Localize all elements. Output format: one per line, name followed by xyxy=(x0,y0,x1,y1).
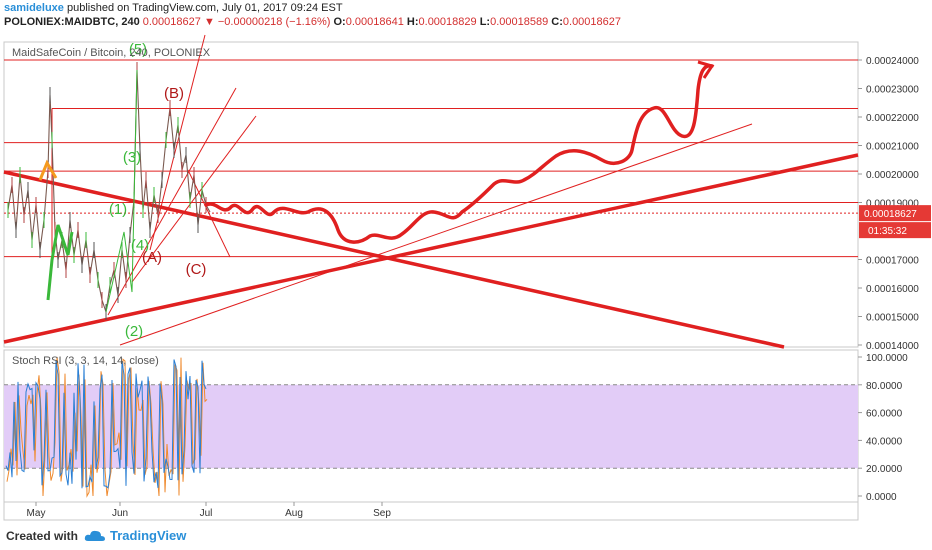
time-tick-label: May xyxy=(27,508,46,519)
wave-label-green: (2) xyxy=(125,323,143,340)
wave-label-red: (B) xyxy=(164,85,184,102)
price-series-line xyxy=(7,69,211,313)
stoch-k-line xyxy=(5,359,207,489)
price-tick-label: 0.00024000 xyxy=(866,56,919,67)
projection-arrowhead xyxy=(697,60,715,79)
symbol-line: POLONIEX:MAIDBTC, 240 0.00018627 ▼ −0.00… xyxy=(4,16,621,28)
chart-header: samideluxe published on TradingView.com,… xyxy=(0,0,932,30)
publish-line: samideluxe published on TradingView.com,… xyxy=(4,2,343,14)
green-wave-line xyxy=(105,69,138,313)
last-price-badge xyxy=(859,205,931,222)
green-impulse-line xyxy=(46,224,74,301)
price-tick-label: 0.00020000 xyxy=(866,170,919,181)
last-price-badge-text: 0.00018627 xyxy=(864,209,917,220)
time-axis[interactable] xyxy=(3,501,859,521)
high-value: 0.00018829 xyxy=(418,16,477,28)
low-value: 0.00018589 xyxy=(490,16,549,28)
thin-channel-line xyxy=(131,115,257,283)
wave-label-green: (3) xyxy=(123,149,141,166)
tradingview-cloud-icon xyxy=(84,530,105,541)
wave-label-red: (A) xyxy=(142,249,162,266)
stoch-tick-label: 0.0000 xyxy=(866,492,897,503)
wave-label-green: (4) xyxy=(131,237,149,254)
open-label: O: xyxy=(333,16,346,28)
footer: Created with TradingView xyxy=(0,524,932,550)
price-tick-label: 0.00022000 xyxy=(866,113,919,124)
close-value: 0.00018627 xyxy=(562,16,622,28)
time-tick-label: Jul xyxy=(200,508,213,519)
orange-marker xyxy=(38,159,58,181)
wave-label-red: (C) xyxy=(186,261,207,278)
price-tick-label: 0.00015000 xyxy=(866,313,919,324)
published-text: published on TradingView.com, July 01, 2… xyxy=(66,2,343,14)
low-label: L: xyxy=(479,16,491,28)
time-tick-label: Aug xyxy=(285,508,303,519)
symbol-name: POLONIEX:MAIDBTC, 240 xyxy=(4,16,140,28)
price-pane[interactable] xyxy=(3,41,859,348)
stoch-tick-label: 20.0000 xyxy=(866,464,903,475)
countdown-badge-text: 01:35:32 xyxy=(868,226,907,237)
wave-label-green: (5) xyxy=(129,41,147,58)
time-tick-label: Jun xyxy=(112,508,128,519)
price-tick-label: 0.00019000 xyxy=(866,199,919,210)
wave-label-green: (1) xyxy=(109,201,127,218)
last-price: 0.00018627 xyxy=(142,16,201,28)
projection-path xyxy=(204,63,714,244)
close-label: C: xyxy=(551,16,563,28)
high-label: H: xyxy=(406,16,419,28)
price-change: ▼ −0.00000218 (−1.16%) xyxy=(203,16,331,28)
price-tick-label: 0.00014000 xyxy=(866,341,919,352)
indicator-title: Stoch RSI (3, 3, 14, 14, close) xyxy=(12,355,159,367)
thin-channel-line xyxy=(149,34,206,251)
price-tick-label: 0.00016000 xyxy=(866,284,919,295)
chart-canvas[interactable]: (5) (3) (1) (4) (2) (B) (A) (C) 0.00024000 0.000… xyxy=(0,30,932,524)
stoch-tick-label: 100.0000 xyxy=(866,353,908,364)
stoch-tick-label: 60.0000 xyxy=(866,409,903,420)
thin-channel-line xyxy=(107,87,237,316)
price-tick-label: 0.00021000 xyxy=(866,142,919,153)
price-tick-label: 0.00017000 xyxy=(866,256,919,267)
pane-title: MaidSafeCoin / Bitcoin, 240, POLONIEX xyxy=(12,47,211,59)
time-tick-label: Sep xyxy=(373,508,391,519)
open-value: 0.00018641 xyxy=(345,16,404,28)
stoch-tick-label: 40.0000 xyxy=(866,436,903,447)
author-name[interactable]: samideluxe xyxy=(4,2,64,14)
countdown-badge xyxy=(859,222,931,239)
stoch-tick-label: 80.0000 xyxy=(866,381,903,392)
thin-channel-line xyxy=(119,123,753,346)
created-with-text: Created with xyxy=(6,529,79,543)
tradingview-brand[interactable]: TradingView xyxy=(110,528,187,543)
ascending-trendline xyxy=(3,153,859,344)
price-tick-label: 0.00023000 xyxy=(866,85,919,96)
